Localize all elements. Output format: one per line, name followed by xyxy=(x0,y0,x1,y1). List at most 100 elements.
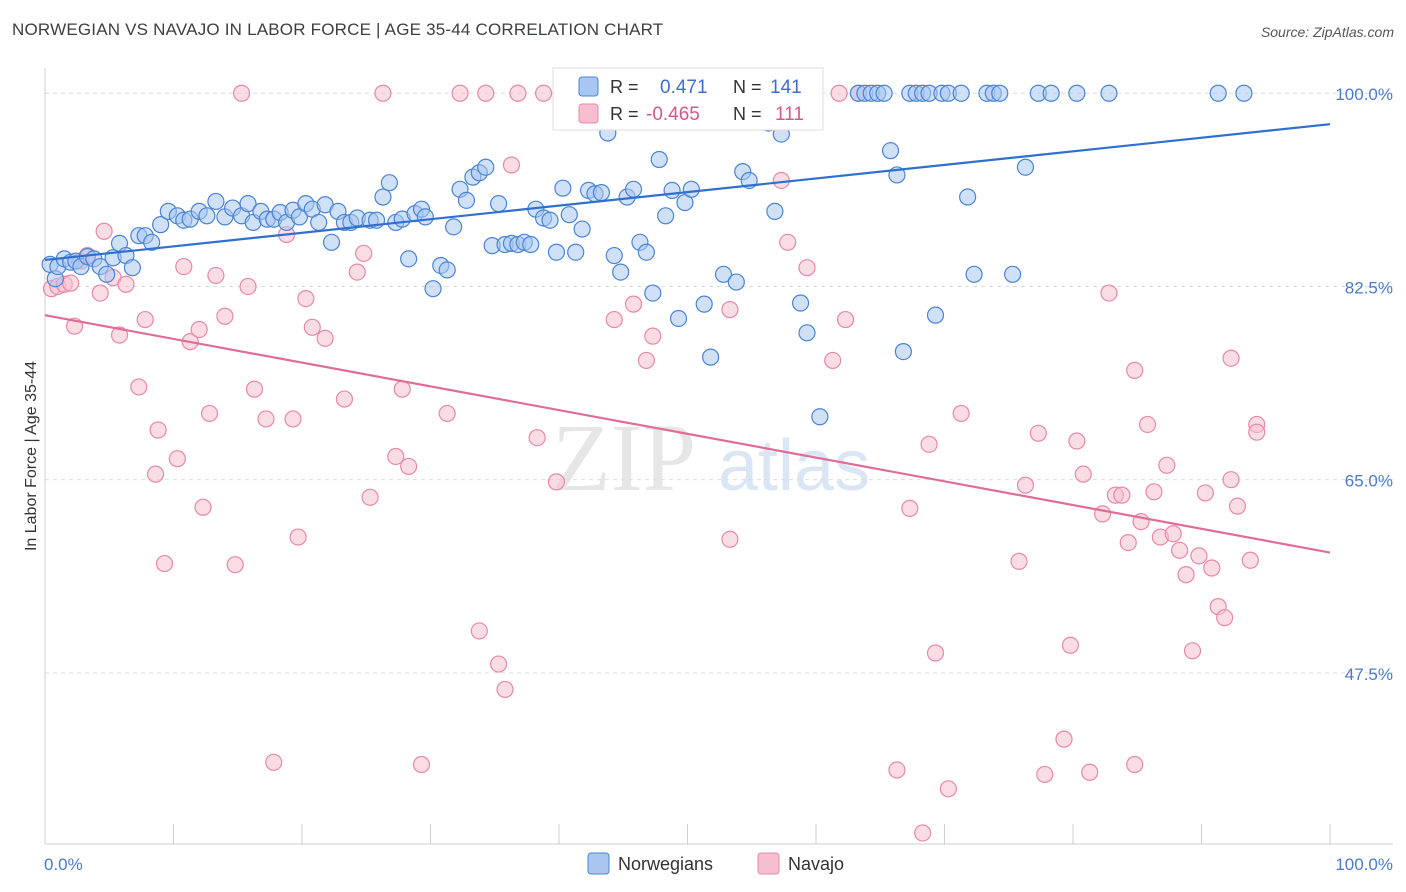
navajo-point xyxy=(1241,551,1259,569)
navajo-point xyxy=(779,233,797,251)
x-ticks xyxy=(44,824,1331,844)
navajo-point xyxy=(1010,552,1028,570)
norwegian-point xyxy=(457,191,476,209)
navajo-point xyxy=(146,465,165,483)
navajo-point xyxy=(836,310,855,329)
norwegian-trend-line xyxy=(44,123,1331,262)
norwegian-point xyxy=(416,208,434,226)
norwegian-point xyxy=(1004,265,1022,283)
navajo-point xyxy=(490,655,508,673)
axes xyxy=(44,68,1393,845)
norwegian-point xyxy=(123,259,141,277)
norwegian-point xyxy=(682,180,700,198)
navajo-point xyxy=(605,310,623,329)
norwegian-point xyxy=(695,295,713,313)
navajo-point xyxy=(624,295,643,313)
norwegian-point xyxy=(573,220,591,238)
norwegian-point xyxy=(1100,84,1118,102)
norwegian-point xyxy=(490,195,508,213)
navajo-point xyxy=(1222,471,1240,489)
navajo-point xyxy=(1171,541,1189,559)
navajo-point xyxy=(95,222,113,240)
navajo-point xyxy=(1177,566,1195,584)
navajo-point xyxy=(412,755,431,774)
navajo-point xyxy=(226,556,244,574)
navajo-point xyxy=(901,499,919,517)
legend-n-label-1: N = xyxy=(733,77,762,97)
navajo-point xyxy=(1100,284,1118,302)
x-tick-label-max: 100.0% xyxy=(1335,855,1393,874)
legend-n-label-2: N = xyxy=(733,104,762,124)
navajo-point xyxy=(547,473,566,491)
navajo-point xyxy=(637,351,655,370)
watermark-zip: ZIP xyxy=(552,404,696,511)
stats-legend: R = 0.471 N = 141 R = -0.465 N = 111 xyxy=(552,67,824,131)
norwegian-point xyxy=(965,265,983,283)
norwegian-point xyxy=(875,84,893,102)
norwegian-point xyxy=(152,216,170,234)
navajo-point xyxy=(117,275,135,293)
navajo-point xyxy=(830,84,848,102)
norwegian-point xyxy=(400,250,418,268)
norwegian-point xyxy=(926,306,945,324)
navajo-point xyxy=(1074,465,1092,483)
navajo-point xyxy=(438,404,456,423)
norwegian-point xyxy=(1042,84,1060,102)
navajo-point xyxy=(1138,415,1157,434)
navajo-point xyxy=(257,410,275,428)
navajo-point xyxy=(477,84,495,102)
norwegian-point xyxy=(541,211,559,229)
navajo-point xyxy=(1016,476,1035,494)
navajo-point xyxy=(798,259,816,277)
navajo-point xyxy=(528,429,546,447)
navajo-point xyxy=(374,84,392,102)
norwegian-point xyxy=(798,324,816,342)
navajo-point xyxy=(200,404,219,423)
legend-r-label-2: R = xyxy=(610,104,639,124)
y-tick-label: 47.5% xyxy=(1345,665,1393,684)
y-tick-label: 65.0% xyxy=(1345,472,1393,491)
navajo-point xyxy=(284,410,302,428)
navajo-point xyxy=(1061,636,1080,654)
navajo-point xyxy=(644,327,662,345)
navajo-point xyxy=(1164,525,1182,543)
navajo-point xyxy=(168,450,186,468)
navajo-point xyxy=(1158,456,1176,474)
norwegian-point xyxy=(198,207,216,225)
norwegian-point xyxy=(637,243,655,261)
legend-swatch-navajo xyxy=(578,103,599,124)
bottom-legend-label-navajo: Navajo xyxy=(788,854,844,874)
navajo-point xyxy=(289,528,307,546)
navajo-point xyxy=(387,447,405,466)
navajo-point xyxy=(1029,424,1047,442)
navajo-point xyxy=(136,310,154,329)
navajo-point xyxy=(1203,559,1221,577)
navajo-point xyxy=(335,390,354,408)
navajo-point xyxy=(1081,763,1099,781)
norwegian-point xyxy=(445,218,463,236)
norwegian-point xyxy=(991,84,1009,102)
navajo-point xyxy=(1036,765,1054,784)
navajo-point xyxy=(451,84,469,102)
navajo-point xyxy=(920,435,938,453)
norwegian-point xyxy=(438,261,456,279)
navajo-point xyxy=(888,761,906,779)
legend-r-value-2: -0.465 xyxy=(646,104,700,125)
navajo-point xyxy=(534,84,553,102)
y-tick-label: 82.5% xyxy=(1345,278,1393,297)
source-label: Source: ZipAtlas.com xyxy=(1260,24,1394,40)
norwegian-point xyxy=(657,207,675,225)
navajo-point xyxy=(470,622,488,640)
norwegian-point xyxy=(811,408,829,426)
navajo-point xyxy=(721,301,739,319)
navajo-point xyxy=(926,644,945,662)
y-tick-labels: 47.5% 65.0% 82.5% 100.0% xyxy=(1335,85,1393,684)
navajo-point xyxy=(316,329,334,347)
norwegian-point xyxy=(322,233,341,251)
norwegian-point xyxy=(239,195,257,213)
norwegian-point xyxy=(567,243,585,261)
norwegian-point xyxy=(547,243,566,261)
norwegian-point xyxy=(624,180,643,198)
norwegian-point xyxy=(959,188,977,206)
navajo-point xyxy=(1093,505,1112,523)
